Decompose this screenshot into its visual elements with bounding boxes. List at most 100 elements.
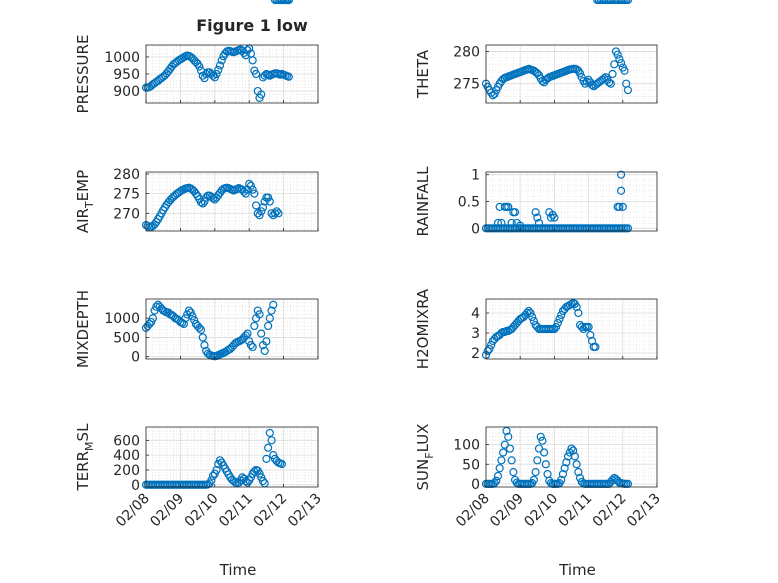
data-point [264,443,273,452]
data-point [241,51,250,60]
data-point [500,440,509,449]
data-point [529,316,538,326]
x-tick-label: 02/11 [216,491,256,531]
data-point [587,336,597,346]
data-point [198,199,207,208]
data-point [570,452,580,461]
data-point [210,469,219,478]
data-point [264,193,273,202]
data-point [147,317,156,327]
data-point [272,207,281,216]
data-point [586,330,595,340]
data-point [248,342,257,352]
data-point [555,314,564,324]
data-point [250,321,259,331]
data-point [265,428,274,438]
y-tick-label: 50 [462,457,480,473]
data-point [605,78,614,87]
data-point [574,467,583,477]
axes-box [485,171,658,232]
y-axis-label: PRESSURE [74,35,92,114]
subplot-5: 0 500 1000 MIXDEPTH [74,0,319,368]
data-point [572,460,581,469]
data-point [255,211,264,220]
data-point [207,476,216,485]
y-tick-label: 200 [113,463,140,479]
data-point [616,186,626,195]
data-point [198,333,207,342]
y-tick-label: 0.5 [458,195,480,211]
data-point [487,340,496,350]
y-tick-label: 280 [453,44,480,60]
data-point [260,346,269,356]
y-axis-label: AIRTEMP [74,170,96,233]
axes-box [485,426,658,488]
data-point [557,475,566,485]
data-point [241,189,250,198]
x-tick-label: 02/08 [113,491,153,531]
data-point [257,90,266,99]
data-point [560,464,569,473]
data-point [200,341,209,350]
data-point [608,475,617,485]
data-point [493,218,503,228]
data-point [253,306,262,315]
data-point [623,224,633,233]
data-point [245,337,254,346]
subplot-4: 0 0.5 1 RAINFALL [414,166,658,237]
y-axis-label: H2OMIXRA [414,288,432,369]
subplot-3: 270 275 280 AIRTEMP [74,0,319,233]
data-point [257,207,266,216]
data-point [541,460,550,469]
data-point [623,0,633,5]
figure-title: Figure 1 low [196,16,308,35]
subplot-6: 2 3 4 H2OMIXRA [414,0,658,369]
data-point [531,208,540,217]
y-tick-label: 0 [131,478,140,494]
y-tick-label: 0 [471,221,480,237]
data-point [623,86,633,95]
data-point [250,467,259,476]
data-point [615,202,624,211]
data-point [212,69,221,79]
data-point [562,458,571,467]
data-point [606,79,615,88]
data-point [552,322,561,332]
data-point [251,69,261,79]
y-axis-label: THETA [414,49,432,99]
x-tick-label: 02/12 [251,491,291,531]
x-tick-label: 02/09 [147,491,187,531]
data-point [196,325,206,334]
data-point [500,327,509,337]
data-point [258,476,268,486]
data-point [277,459,286,469]
x-tick-label: 02/10 [521,491,561,531]
data-point [587,80,597,90]
axes-box [145,44,319,104]
data-point [267,306,276,315]
x-tick-label: 02/13 [285,491,325,531]
data-point [550,324,559,334]
axes-box [485,298,658,360]
data-point [152,302,161,311]
data-point [497,218,506,228]
data-point [246,473,256,482]
axes-box [145,298,319,360]
y-tick-label: 950 [113,67,140,83]
data-point [190,316,199,325]
data-point [577,73,586,82]
data-point [255,310,264,319]
data-point [569,446,578,455]
data-point [217,56,226,65]
y-tick-label: 1000 [104,311,140,327]
data-point [608,69,617,79]
data-point [507,456,516,465]
data-point [572,302,581,312]
data-point [200,197,209,206]
data-point [148,314,157,323]
data-point [265,314,274,323]
axes-box [145,426,319,488]
data-point [534,444,544,453]
